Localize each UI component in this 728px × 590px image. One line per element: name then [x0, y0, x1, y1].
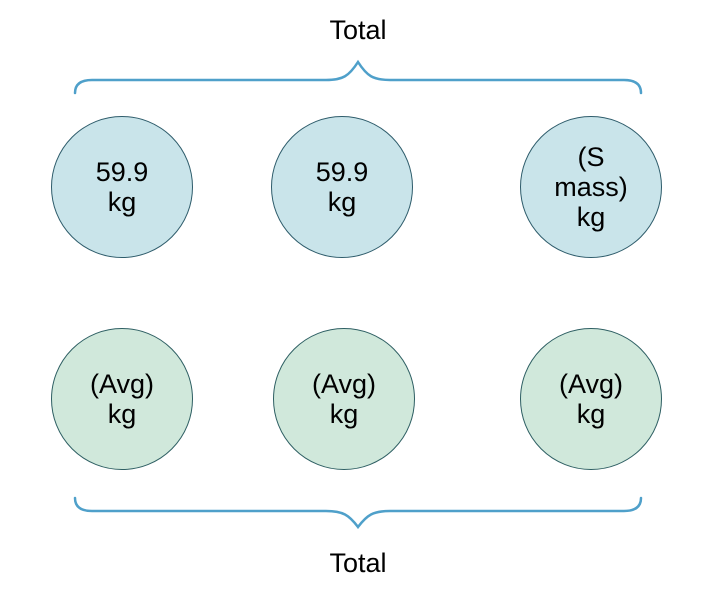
- total-label-bottom: Total: [329, 548, 387, 578]
- top-curly-brace: [73, 59, 643, 95]
- circle-top-2: 59.9 kg: [271, 116, 413, 258]
- circle-top-3-label: (S mass) kg: [554, 142, 628, 232]
- bottom-curly-brace: [73, 496, 643, 530]
- circle-bottom-2-label: (Avg) kg: [311, 369, 377, 429]
- circle-bottom-1: (Avg) kg: [51, 328, 193, 470]
- circle-top-3: (S mass) kg: [520, 116, 662, 258]
- circle-top-2-label: 59.9 kg: [315, 157, 369, 217]
- circle-bottom-3-label: (Avg) kg: [558, 369, 624, 429]
- circle-bottom-2: (Avg) kg: [273, 328, 415, 470]
- total-label-top: Total: [329, 15, 387, 45]
- circle-bottom-3: (Avg) kg: [520, 328, 662, 470]
- circle-bottom-1-label: (Avg) kg: [89, 369, 155, 429]
- circle-top-1: 59.9 kg: [51, 116, 193, 258]
- circle-top-1-label: 59.9 kg: [95, 157, 149, 217]
